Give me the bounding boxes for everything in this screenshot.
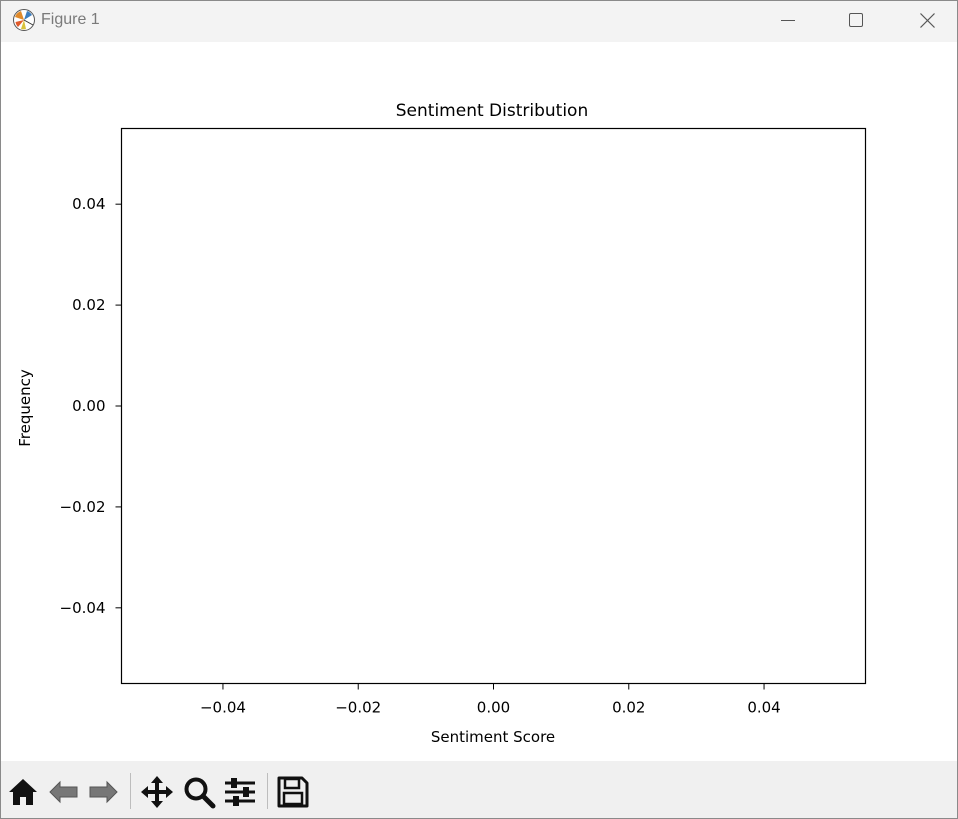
window-title: Figure 1 bbox=[41, 11, 100, 28]
minimize-button[interactable] bbox=[765, 1, 811, 41]
x-axis-label: Sentiment Score bbox=[431, 728, 555, 746]
save-icon bbox=[277, 776, 309, 808]
x-axis: −0.04 −0.02 0.00 0.02 0.04 bbox=[200, 683, 781, 717]
x-tick-label: 0.02 bbox=[612, 699, 645, 717]
y-tick-label: −0.04 bbox=[60, 599, 106, 617]
close-icon bbox=[920, 13, 935, 28]
move-icon bbox=[141, 776, 173, 808]
maximize-icon bbox=[849, 13, 863, 27]
home-icon bbox=[9, 779, 37, 805]
back-arrow-icon bbox=[49, 780, 78, 804]
chart-title: Sentiment Distribution bbox=[396, 101, 588, 121]
x-tick-label: −0.02 bbox=[335, 699, 381, 717]
toolbar-separator bbox=[267, 773, 268, 809]
zoom-icon bbox=[184, 777, 216, 809]
x-tick-label: −0.04 bbox=[200, 699, 246, 717]
minimize-icon bbox=[781, 20, 795, 21]
matplotlib-logo-icon bbox=[12, 8, 36, 32]
y-axis: −0.04 −0.02 0.00 0.02 0.04 bbox=[60, 195, 122, 617]
x-tick-label: 0.04 bbox=[747, 699, 780, 717]
y-tick-label: 0.04 bbox=[72, 195, 105, 213]
navigation-toolbar bbox=[1, 761, 957, 818]
chart: Sentiment Distribution −0.04 −0.02 0.00 0.0… bbox=[16, 101, 867, 746]
back-button[interactable] bbox=[47, 775, 81, 809]
y-tick-label: 0.00 bbox=[72, 397, 105, 415]
title-bar[interactable]: Figure 1 bbox=[1, 1, 957, 42]
figure-canvas[interactable]: Sentiment Distribution −0.04 −0.02 0.00 0.0… bbox=[1, 42, 957, 761]
y-tick-label: 0.02 bbox=[72, 296, 105, 314]
home-button[interactable] bbox=[6, 775, 40, 809]
x-tick-label: 0.00 bbox=[477, 699, 510, 717]
forward-arrow-icon bbox=[89, 780, 118, 804]
forward-button[interactable] bbox=[86, 775, 120, 809]
zoom-button[interactable] bbox=[182, 775, 216, 809]
configure-subplots-button[interactable] bbox=[223, 775, 257, 809]
y-tick-label: −0.02 bbox=[60, 498, 106, 516]
plot-area bbox=[120, 127, 867, 685]
y-axis-label: Frequency bbox=[16, 369, 34, 447]
sliders-icon bbox=[225, 778, 255, 806]
pan-button[interactable] bbox=[140, 775, 174, 809]
close-button[interactable] bbox=[904, 1, 950, 41]
maximize-button[interactable] bbox=[833, 1, 879, 41]
save-button[interactable] bbox=[276, 775, 310, 809]
toolbar-separator bbox=[130, 773, 131, 809]
